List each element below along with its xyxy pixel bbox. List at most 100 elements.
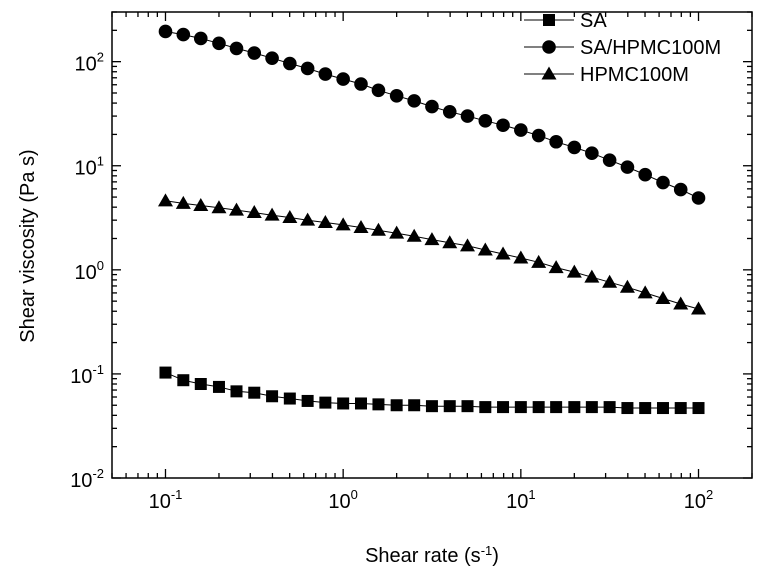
data-point bbox=[496, 118, 510, 133]
data-point bbox=[637, 285, 653, 299]
data-point bbox=[425, 99, 439, 114]
data-point bbox=[336, 72, 350, 86]
data-point bbox=[159, 366, 172, 379]
data-point bbox=[691, 191, 706, 205]
series-line bbox=[165, 200, 699, 310]
data-point bbox=[424, 232, 440, 246]
data-point bbox=[585, 401, 598, 414]
y-tick-label: 10-1 bbox=[70, 362, 104, 388]
data-point bbox=[212, 36, 226, 51]
x-tick-label: 102 bbox=[684, 487, 713, 513]
data-point bbox=[549, 134, 563, 149]
data-point bbox=[603, 401, 616, 414]
data-point bbox=[228, 202, 244, 216]
data-point bbox=[300, 61, 315, 76]
data-point bbox=[479, 401, 492, 414]
x-tick-label: 10-1 bbox=[149, 487, 183, 513]
y-tick-label: 10-2 bbox=[70, 466, 104, 492]
data-point bbox=[497, 401, 510, 414]
data-point bbox=[177, 374, 190, 387]
series-square bbox=[159, 366, 705, 415]
data-point bbox=[461, 400, 474, 413]
legend-marker bbox=[541, 66, 557, 80]
data-series bbox=[157, 24, 707, 415]
data-point bbox=[230, 385, 243, 398]
data-point bbox=[602, 153, 617, 168]
data-point bbox=[158, 24, 173, 39]
data-point bbox=[585, 146, 599, 160]
y-tick-label: 100 bbox=[75, 258, 104, 284]
data-point bbox=[514, 123, 528, 137]
data-point bbox=[317, 214, 333, 228]
legend-label: SA bbox=[580, 10, 607, 32]
data-point bbox=[532, 401, 545, 414]
data-point bbox=[443, 400, 456, 413]
data-point bbox=[673, 296, 689, 310]
data-point bbox=[639, 402, 652, 415]
data-point bbox=[566, 264, 582, 278]
data-point bbox=[514, 401, 527, 414]
data-point bbox=[301, 394, 314, 407]
x-tick-label: 100 bbox=[328, 487, 357, 513]
y-tick-label: 102 bbox=[75, 50, 104, 76]
data-point bbox=[674, 402, 687, 415]
series-triangle bbox=[157, 193, 707, 315]
data-point bbox=[408, 399, 421, 412]
data-point bbox=[692, 402, 705, 415]
data-point bbox=[602, 274, 618, 288]
data-point bbox=[425, 400, 438, 413]
data-point bbox=[550, 401, 563, 414]
data-point bbox=[157, 193, 173, 207]
data-point bbox=[211, 200, 227, 214]
data-point bbox=[621, 402, 634, 415]
legend-marker bbox=[542, 40, 556, 54]
data-point bbox=[354, 397, 367, 410]
axis-ticks: 10-1 100 101 102 10-2 10-1 100 101 102 bbox=[70, 11, 753, 513]
data-point bbox=[319, 396, 332, 409]
data-point bbox=[193, 198, 209, 212]
data-point bbox=[282, 210, 298, 224]
data-point bbox=[673, 182, 688, 197]
data-point bbox=[318, 67, 333, 81]
data-point bbox=[638, 167, 652, 182]
data-point bbox=[460, 109, 475, 123]
data-point bbox=[656, 175, 670, 190]
data-point bbox=[247, 46, 262, 60]
data-point bbox=[246, 205, 262, 219]
legend-label: SA/HPMC100M bbox=[580, 37, 721, 59]
legend: SA SA/HPMC100M HPMC100M bbox=[524, 10, 721, 86]
data-point bbox=[283, 56, 297, 71]
data-point bbox=[335, 217, 351, 231]
data-point bbox=[691, 301, 707, 315]
data-point bbox=[478, 114, 493, 128]
data-point bbox=[371, 83, 386, 98]
x-axis-label: Shear rate (s-1) bbox=[365, 543, 499, 568]
data-point bbox=[531, 254, 547, 268]
data-point bbox=[460, 238, 476, 252]
data-point bbox=[370, 222, 386, 236]
data-point bbox=[567, 140, 582, 155]
legend-marker bbox=[543, 14, 555, 26]
data-point bbox=[212, 380, 225, 393]
data-point bbox=[531, 128, 546, 143]
data-point bbox=[389, 225, 405, 239]
data-point bbox=[353, 220, 369, 234]
y-tick-label: 101 bbox=[75, 154, 104, 180]
data-point bbox=[619, 279, 635, 293]
data-point bbox=[548, 260, 564, 274]
data-point bbox=[655, 291, 671, 305]
data-point bbox=[176, 27, 191, 42]
data-point bbox=[193, 31, 208, 46]
data-point bbox=[442, 235, 458, 249]
data-point bbox=[390, 399, 403, 412]
data-point bbox=[229, 41, 244, 56]
data-point bbox=[442, 104, 457, 119]
data-point bbox=[656, 402, 669, 415]
data-point bbox=[248, 386, 261, 399]
x-tick-label: 101 bbox=[506, 487, 535, 513]
data-point bbox=[354, 77, 368, 91]
data-point bbox=[407, 94, 421, 108]
data-point bbox=[495, 246, 511, 260]
